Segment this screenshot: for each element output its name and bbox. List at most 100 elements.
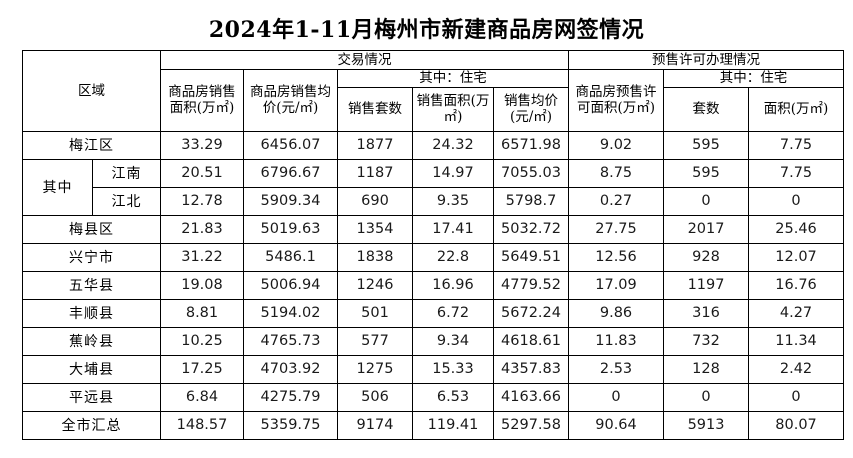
value-cell: 1275 bbox=[337, 354, 413, 384]
value-cell: 9.34 bbox=[412, 326, 494, 356]
value-cell: 12.56 bbox=[568, 242, 665, 272]
value-cell: 5297.58 bbox=[492, 410, 570, 440]
value-cell: 732 bbox=[663, 326, 750, 356]
table-row: 平远县 6.84 4275.79 506 6.53 4163.66 0 0 0 bbox=[22, 382, 845, 412]
value-cell: 0 bbox=[748, 382, 845, 412]
value-cell: 17.09 bbox=[568, 270, 665, 300]
table-row: 蕉岭县 10.25 4765.73 577 9.34 4618.61 11.83 732 11.… bbox=[22, 326, 845, 356]
value-cell: 1354 bbox=[337, 214, 413, 244]
value-cell: 501 bbox=[337, 298, 413, 328]
table-row: 梅县区 21.83 5019.63 1354 17.41 5032.72 27.75 2017… bbox=[22, 214, 845, 244]
value-cell: 595 bbox=[663, 158, 750, 188]
header-sales-avg-price: 商品房销售均价(元/㎡) bbox=[243, 69, 338, 132]
table-row: 兴宁市 31.22 5486.1 1838 22.8 5649.51 12.56 928 12.… bbox=[22, 242, 845, 272]
header-units-sold: 销售套数 bbox=[337, 86, 413, 132]
region-cell: 大埔县 bbox=[22, 354, 161, 384]
value-cell: 7055.03 bbox=[492, 158, 570, 188]
header-region: 区域 bbox=[22, 50, 161, 132]
value-cell: 25.46 bbox=[748, 214, 845, 244]
value-cell: 31.22 bbox=[160, 242, 244, 272]
value-cell: 4618.61 bbox=[492, 326, 570, 356]
value-cell: 16.76 bbox=[748, 270, 845, 300]
value-cell: 316 bbox=[663, 298, 750, 328]
value-cell: 10.25 bbox=[160, 326, 244, 356]
value-cell: 22.8 bbox=[412, 242, 494, 272]
table-body: 梅江区 33.29 6456.07 1877 24.32 6571.98 9.02 595 7.… bbox=[22, 130, 845, 440]
value-cell: 2.42 bbox=[748, 354, 845, 384]
header-presale-res-area: 面积(万㎡) bbox=[748, 86, 845, 132]
value-cell: 4275.79 bbox=[243, 382, 338, 412]
value-cell: 1246 bbox=[337, 270, 413, 300]
value-cell: 21.83 bbox=[160, 214, 244, 244]
value-cell: 9174 bbox=[337, 410, 413, 440]
table-row: 全市汇总 148.57 5359.75 9174 119.41 5297.58 90.64 5… bbox=[22, 410, 845, 440]
value-cell: 19.08 bbox=[160, 270, 244, 300]
table-row: 五华县 19.08 5006.94 1246 16.96 4779.52 17.09 1197… bbox=[22, 270, 845, 300]
header-transaction-group: 交易情况 bbox=[159, 50, 570, 70]
value-cell: 5672.24 bbox=[492, 298, 570, 328]
value-cell: 0 bbox=[663, 382, 750, 412]
value-cell: 12.07 bbox=[748, 242, 845, 272]
table-row: 江北 12.78 5909.34 690 9.35 5798.7 0.27 0 0 bbox=[23, 186, 845, 216]
value-cell: 5798.7 bbox=[492, 186, 570, 216]
value-cell: 9.86 bbox=[568, 298, 665, 328]
value-cell: 6456.07 bbox=[243, 130, 338, 160]
value-cell: 33.29 bbox=[160, 130, 244, 160]
value-cell: 6.84 bbox=[160, 382, 244, 412]
value-cell: 4703.92 bbox=[243, 354, 338, 384]
value-cell: 11.83 bbox=[568, 326, 665, 356]
value-cell: 7.75 bbox=[748, 130, 845, 160]
value-cell: 6796.67 bbox=[243, 158, 338, 188]
value-cell: 5909.34 bbox=[243, 186, 338, 216]
value-cell: 119.41 bbox=[412, 410, 494, 440]
value-cell: 4357.83 bbox=[492, 354, 570, 384]
region-cell: 梅江区 bbox=[22, 130, 161, 160]
header-sales-area: 商品房销售面积(万㎡) bbox=[160, 69, 244, 132]
value-cell: 1838 bbox=[337, 242, 413, 272]
header-presale-residential-subgroup: 其中：住宅 bbox=[663, 69, 845, 88]
value-cell: 0 bbox=[568, 382, 665, 412]
value-cell: 17.41 bbox=[412, 214, 494, 244]
value-cell: 595 bbox=[663, 130, 750, 160]
value-cell: 27.75 bbox=[568, 214, 665, 244]
value-cell: 4.27 bbox=[748, 298, 845, 328]
value-cell: 5019.63 bbox=[243, 214, 338, 244]
table-row: 丰顺县 8.81 5194.02 501 6.72 5672.24 9.86 316 4.27 bbox=[22, 298, 845, 328]
value-cell: 5486.1 bbox=[243, 242, 338, 272]
value-cell: 7.75 bbox=[748, 158, 845, 188]
value-cell: 1877 bbox=[337, 130, 413, 160]
value-cell: 4779.52 bbox=[492, 270, 570, 300]
value-cell: 0 bbox=[663, 186, 750, 216]
region-cell: 江北 bbox=[92, 186, 161, 216]
region-cell: 平远县 bbox=[22, 382, 161, 412]
value-cell: 5194.02 bbox=[243, 298, 338, 328]
region-cell: 江南 bbox=[92, 158, 161, 188]
signing-data-table: 区域 交易情况 预售许可办理情况 商品房销售面积(万㎡) 商品房销售均价(元/㎡… bbox=[22, 50, 845, 440]
value-cell: 577 bbox=[337, 326, 413, 356]
header-row-subgroups: 商品房销售面积(万㎡) 商品房销售均价(元/㎡) 其中：住宅 商品房预售许可面积… bbox=[23, 69, 845, 132]
value-cell: 4163.66 bbox=[492, 382, 570, 412]
value-cell: 6571.98 bbox=[492, 130, 570, 160]
region-cell: 兴宁市 bbox=[22, 242, 161, 272]
header-residential-subgroup: 其中：住宅 bbox=[336, 69, 570, 88]
value-cell: 4765.73 bbox=[243, 326, 338, 356]
value-cell: 5649.51 bbox=[492, 242, 570, 272]
page-title: 2024年1-11月梅州市新建商品房网签情况 bbox=[208, 17, 645, 43]
value-cell: 1187 bbox=[337, 158, 413, 188]
region-cell: 五华县 bbox=[22, 270, 161, 300]
value-cell: 8.75 bbox=[568, 158, 665, 188]
header-presale-area: 商品房预售许可面积(万㎡) bbox=[568, 69, 665, 132]
value-cell: 9.35 bbox=[412, 186, 494, 216]
value-cell: 5032.72 bbox=[492, 214, 570, 244]
table-row: 梅江区 33.29 6456.07 1877 24.32 6571.98 9.02 595 7.… bbox=[22, 130, 845, 160]
value-cell: 6.53 bbox=[412, 382, 494, 412]
value-cell: 0 bbox=[748, 186, 845, 216]
value-cell: 20.51 bbox=[160, 158, 244, 188]
value-cell: 17.25 bbox=[160, 354, 244, 384]
value-cell: 5359.75 bbox=[243, 410, 338, 440]
value-cell: 5913 bbox=[663, 410, 750, 440]
value-cell: 1197 bbox=[663, 270, 750, 300]
value-cell: 506 bbox=[337, 382, 413, 412]
value-cell: 148.57 bbox=[160, 410, 244, 440]
region-group-cell: 其中 bbox=[22, 158, 93, 216]
